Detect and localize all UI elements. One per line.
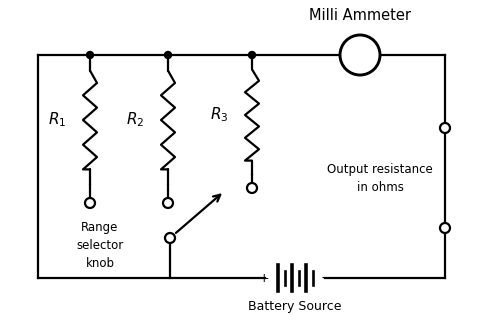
Circle shape [165, 52, 171, 59]
Text: +: + [259, 271, 269, 285]
Circle shape [86, 52, 94, 59]
Text: $R_3$: $R_3$ [210, 106, 228, 124]
Circle shape [249, 52, 255, 59]
Text: −: − [321, 271, 332, 285]
Circle shape [85, 198, 95, 208]
Circle shape [165, 233, 175, 243]
Circle shape [163, 198, 173, 208]
Text: Range
selector
knob: Range selector knob [76, 221, 124, 270]
Circle shape [247, 183, 257, 193]
Circle shape [340, 35, 380, 75]
Circle shape [440, 123, 450, 133]
Text: Milli Ammeter: Milli Ammeter [309, 8, 411, 23]
Text: $R_1$: $R_1$ [48, 111, 66, 129]
Text: Output resistance
in ohms: Output resistance in ohms [327, 163, 433, 194]
Text: $R_2$: $R_2$ [126, 111, 144, 129]
Circle shape [440, 223, 450, 233]
Text: Battery Source: Battery Source [248, 300, 342, 313]
